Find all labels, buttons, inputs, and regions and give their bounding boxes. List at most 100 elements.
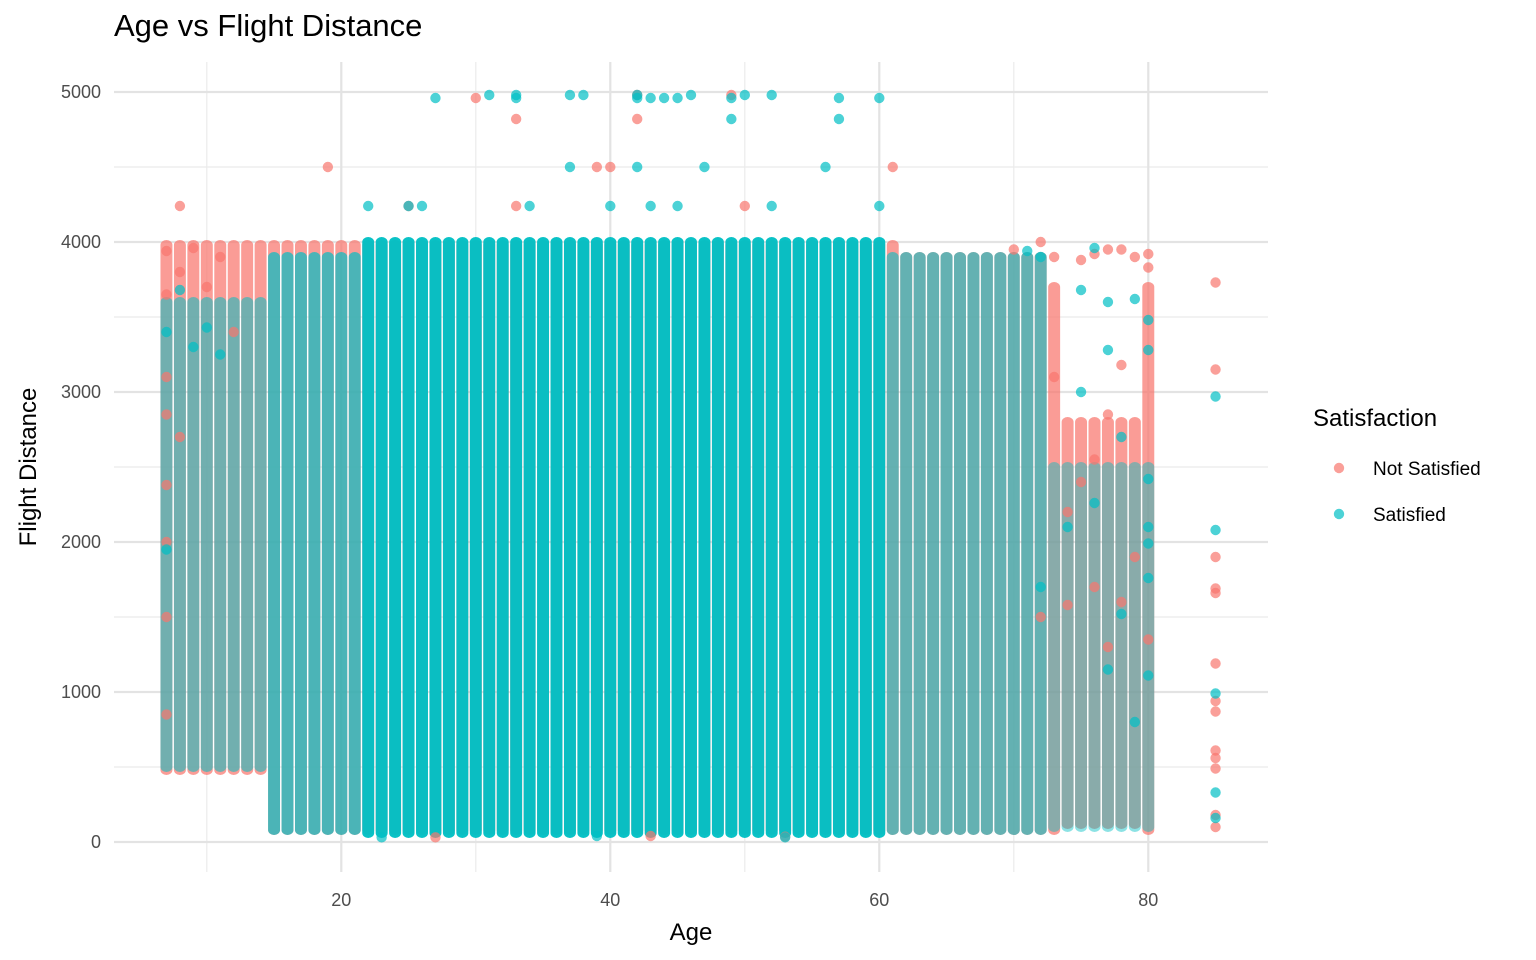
satisfied-band <box>886 252 899 835</box>
not-satisfied-point <box>1048 251 1060 263</box>
satisfied-band <box>967 252 980 835</box>
satisfied-point <box>726 92 737 104</box>
satisfied-band <box>1142 462 1155 832</box>
x-tick-label: 60 <box>869 890 889 910</box>
satisfied-band <box>577 237 590 838</box>
not-satisfied-point <box>1210 277 1221 288</box>
y-axis-title: Flight Distance <box>15 388 42 547</box>
satisfied-band <box>900 252 913 835</box>
satisfied-point <box>833 92 845 104</box>
not-satisfied-point <box>1210 658 1221 669</box>
satisfied-band <box>927 252 940 835</box>
not-satisfied-band <box>1048 282 1061 835</box>
satisfied-band <box>187 297 200 772</box>
y-tick-label: 0 <box>91 832 101 852</box>
not-satisfied-point <box>188 242 199 254</box>
satisfied-band <box>859 237 872 838</box>
satisfied-band <box>160 297 173 772</box>
not-satisfied-point <box>1035 236 1046 248</box>
x-tick-label: 80 <box>1138 890 1158 910</box>
satisfied-point <box>1129 293 1141 305</box>
y-tick-label: 1000 <box>61 682 101 702</box>
satisfied-band <box>658 237 671 838</box>
not-satisfied-point <box>161 245 172 257</box>
satisfied-point <box>1075 284 1087 296</box>
not-satisfied-point <box>215 251 226 263</box>
satisfied-band <box>227 297 240 772</box>
not-satisfied-point <box>161 409 172 420</box>
satisfied-point <box>1143 521 1154 533</box>
satisfied-point <box>1089 242 1100 254</box>
not-satisfied-point <box>510 200 522 212</box>
not-satisfied-point <box>161 709 172 720</box>
not-satisfied-point <box>1210 587 1221 599</box>
legend-label: Satisfied <box>1373 505 1446 526</box>
satisfied-point <box>739 89 750 101</box>
satisfied-point <box>1210 524 1221 536</box>
satisfied-band <box>389 237 402 838</box>
satisfied-point <box>524 200 535 212</box>
not-satisfied-point <box>1075 476 1087 488</box>
satisfied-band <box>631 237 644 838</box>
satisfied-band <box>563 237 576 838</box>
satisfied-band <box>590 237 603 838</box>
not-satisfied-point <box>887 161 898 173</box>
not-satisfied-band <box>1088 417 1101 829</box>
satisfied-point <box>1062 521 1073 533</box>
satisfied-band <box>550 237 563 838</box>
satisfied-band <box>698 237 711 838</box>
satisfied-point <box>1035 251 1046 263</box>
satisfied-point <box>1210 688 1221 699</box>
satisfied-point <box>1143 572 1154 584</box>
satisfied-point <box>161 544 172 555</box>
satisfied-band <box>940 252 953 835</box>
satisfied-point <box>564 161 576 173</box>
satisfied-point <box>1210 787 1221 798</box>
satisfied-point <box>578 89 589 101</box>
satisfied-point <box>1143 538 1154 549</box>
satisfied-band <box>765 237 778 838</box>
satisfied-band <box>617 237 630 838</box>
not-satisfied-point <box>605 161 616 173</box>
satisfied-point <box>779 832 791 843</box>
satisfied-point <box>188 341 199 353</box>
legend-label: Not Satisfied <box>1373 459 1481 480</box>
satisfied-point <box>632 161 643 173</box>
satisfied-band <box>510 237 523 838</box>
not-satisfied-band <box>1115 417 1128 829</box>
satisfied-band <box>685 237 697 838</box>
satisfied-point <box>363 200 374 212</box>
satisfied-band <box>335 252 348 835</box>
satisfied-point <box>403 200 414 212</box>
satisfied-band <box>402 237 415 838</box>
satisfied-point <box>591 830 603 842</box>
not-satisfied-point <box>174 266 186 278</box>
not-satisfied-point <box>1008 244 1019 255</box>
satisfied-point <box>1143 314 1154 326</box>
not-satisfied-point <box>1210 745 1221 756</box>
satisfied-band <box>671 237 684 838</box>
satisfied-point <box>1102 344 1114 356</box>
not-satisfied-point <box>174 431 186 443</box>
satisfied-band <box>308 252 321 835</box>
satisfied-band <box>832 237 845 838</box>
satisfied-band <box>537 237 550 838</box>
satisfied-band <box>214 297 227 772</box>
y-tick-label: 3000 <box>61 382 101 402</box>
satisfied-point <box>174 284 186 296</box>
not-satisfied-point <box>161 536 172 548</box>
data-points <box>161 89 1221 843</box>
satisfied-point <box>564 89 576 101</box>
satisfied-point <box>1210 391 1221 402</box>
legend: Satisfaction Not Satisfied Satisfied <box>1313 405 1481 526</box>
satisfied-point <box>161 326 172 338</box>
satisfied-band <box>779 237 792 838</box>
not-satisfied-point <box>228 326 239 338</box>
x-axis-title: Age <box>670 919 713 946</box>
satisfied-point <box>1022 245 1033 257</box>
not-satisfied-point <box>1102 409 1114 420</box>
not-satisfied-point <box>1102 641 1114 653</box>
not-satisfied-point <box>161 289 172 300</box>
satisfied-point <box>658 92 670 104</box>
